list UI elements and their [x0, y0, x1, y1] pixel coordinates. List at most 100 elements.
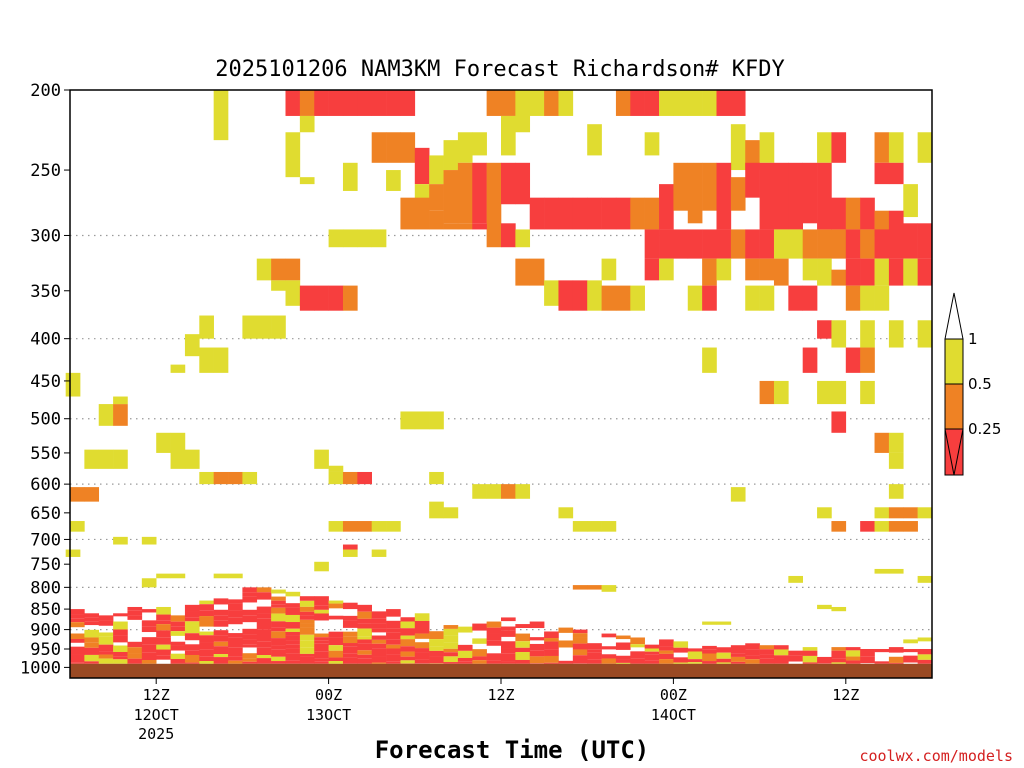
pbl-cell: [558, 660, 574, 664]
pbl-cell: [228, 660, 243, 664]
pbl-cell: [644, 654, 660, 661]
pbl-cell: [759, 645, 775, 650]
ri-cell: [271, 258, 286, 281]
pbl-cell: [716, 652, 732, 659]
pbl-cell: [314, 596, 329, 600]
pbl-cell: [98, 644, 114, 652]
pbl-cell: [515, 624, 531, 628]
pbl-cell: [285, 635, 301, 641]
pbl-cell: [199, 616, 214, 621]
ri-cell: [357, 471, 372, 485]
pbl-cell: [256, 592, 272, 600]
ri-cell: [903, 639, 918, 644]
ri-cell: [903, 258, 918, 286]
ri-cell: [874, 132, 890, 163]
ri-cell: [501, 162, 516, 205]
ri-cell: [702, 347, 717, 373]
colorbar-label: 0.25: [968, 420, 1001, 438]
pbl-cell: [587, 643, 602, 650]
y-tick-label: 950: [30, 640, 61, 660]
pbl-cell: [199, 620, 214, 627]
pbl-cell: [457, 657, 473, 662]
ri-cell: [716, 229, 732, 259]
pbl-cell: [256, 641, 272, 648]
pbl-cell: [472, 623, 487, 631]
pbl-cell: [299, 619, 315, 624]
ri-cell: [903, 184, 918, 218]
pbl-cell: [170, 631, 186, 636]
ri-cell: [817, 258, 832, 286]
pbl-cell: [127, 653, 143, 659]
ri-cell: [515, 229, 531, 248]
pbl-cell: [587, 652, 602, 660]
ri-cell: [745, 140, 760, 171]
ri-cell: [644, 258, 660, 281]
ri-cell: [673, 162, 689, 211]
ri-cell: [328, 521, 344, 532]
pbl-cell: [371, 623, 387, 629]
ri-cell: [730, 124, 746, 171]
pbl-cell: [759, 649, 775, 655]
pbl-cell: [213, 598, 229, 605]
ri-cell: [860, 258, 875, 286]
pbl-cell: [371, 643, 387, 649]
pbl-cell: [156, 637, 171, 645]
pbl-cell: [141, 609, 157, 613]
pbl-cell: [84, 621, 100, 626]
pbl-cell: [544, 641, 559, 650]
pbl-cell: [228, 637, 243, 643]
pbl-cell: [256, 618, 272, 624]
ri-cell: [659, 184, 674, 230]
pbl-cell: [544, 655, 559, 663]
x-tick-date: 14OCT: [651, 706, 696, 724]
ri-cell: [342, 549, 358, 557]
ri-cell: [414, 147, 430, 185]
ri-cell: [429, 184, 444, 211]
pbl-cell: [630, 658, 645, 664]
ri-cell: [572, 521, 588, 532]
pbl-cell: [141, 626, 157, 633]
pbl-cell: [113, 621, 128, 630]
pbl-cell: [256, 587, 272, 593]
pbl-cell: [213, 635, 229, 642]
pbl-cell: [98, 651, 114, 655]
ri-cell: [70, 521, 85, 532]
ri-cell: [874, 258, 890, 286]
pbl-cell: [84, 613, 100, 618]
pbl-cell: [659, 650, 674, 654]
pbl-cell: [759, 658, 775, 664]
pbl-cell: [831, 662, 847, 664]
pbl-cell: [400, 628, 416, 636]
pbl-cell: [845, 647, 861, 651]
pbl-cell: [845, 650, 861, 657]
pbl-cell: [256, 647, 272, 656]
ri-cell: [342, 521, 358, 532]
pbl-cell: [199, 656, 214, 662]
ri-cell: [371, 229, 387, 248]
x-tick-year: 2025: [138, 725, 174, 743]
ri-cell: [860, 521, 875, 532]
pbl-cell: [84, 629, 100, 638]
pbl-cell: [113, 629, 128, 636]
ri-cell: [759, 229, 775, 259]
pbl-cell: [817, 663, 832, 664]
pbl-cell: [472, 638, 487, 644]
pbl-cell: [386, 661, 401, 664]
ri-cell: [486, 162, 502, 248]
pbl-cell: [730, 656, 746, 662]
x-tick-label: 00Z: [315, 686, 342, 704]
chart-title: 2025101206 NAM3KM Forecast Richardson# K…: [215, 57, 785, 82]
pbl-cell: [371, 656, 387, 663]
ri-cell: [601, 258, 617, 281]
ri-cell: [759, 258, 775, 281]
pbl-cell: [386, 632, 401, 640]
pbl-cell: [242, 592, 258, 597]
pbl-cell: [199, 604, 214, 611]
ri-cell: [113, 404, 128, 426]
ri-cell: [587, 197, 602, 230]
pbl-cell: [271, 621, 286, 628]
pbl-cell: [486, 640, 502, 646]
pbl-cell: [228, 599, 243, 604]
pbl-cell: [702, 645, 717, 650]
ri-cell: [98, 449, 114, 469]
